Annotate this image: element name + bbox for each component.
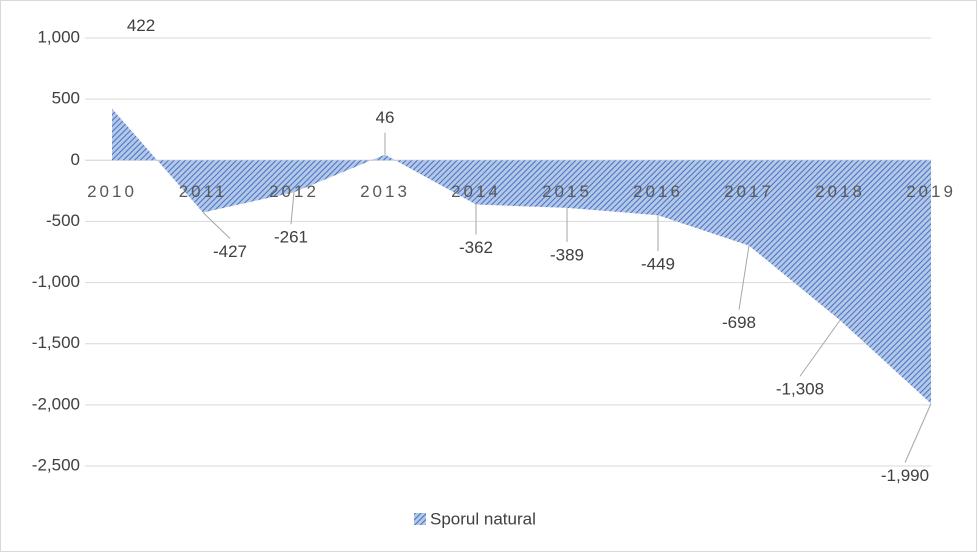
x-tick-label: 2019 (906, 182, 956, 201)
y-tick-label: -1,500 (32, 333, 80, 352)
y-tick-label: -1,000 (32, 272, 80, 291)
y-tick-label: -2,000 (32, 394, 80, 413)
data-label: -1,308 (776, 380, 824, 399)
y-tick-label: -500 (46, 211, 80, 230)
x-tick-label: 2012 (269, 182, 319, 201)
data-label: -427 (213, 242, 247, 261)
leader-line (290, 192, 295, 225)
leader-line (202, 212, 231, 239)
x-tick-label: 2011 (179, 182, 228, 201)
x-tick-label: 2010 (87, 182, 137, 201)
leader-line (738, 245, 750, 310)
y-tick-label: 0 (71, 150, 80, 169)
x-tick-label: 2017 (724, 182, 774, 201)
legend-swatch (414, 513, 426, 525)
data-label: -362 (459, 238, 493, 257)
data-label: -449 (641, 255, 675, 274)
leader-line (799, 319, 841, 377)
data-label: 46 (376, 108, 395, 127)
x-tick-label: 2013 (360, 182, 410, 201)
x-tick-label: 2016 (633, 182, 683, 201)
x-tick-label: 2018 (815, 182, 865, 201)
data-label: 422 (127, 16, 155, 35)
x-tick-label: 2014 (451, 182, 501, 201)
area (112, 108, 931, 404)
data-label: -698 (722, 313, 756, 332)
y-tick-label: 500 (52, 89, 80, 108)
data-label: -389 (550, 245, 584, 264)
y-tick-label: 1,000 (37, 27, 80, 46)
legend-label: Sporul natural (430, 509, 536, 528)
data-label: -261 (274, 228, 308, 247)
leader-line (904, 403, 932, 463)
y-tick-label: -2,500 (32, 455, 80, 474)
x-tick-label: 2015 (542, 182, 592, 201)
data-label: -1,990 (881, 466, 929, 485)
